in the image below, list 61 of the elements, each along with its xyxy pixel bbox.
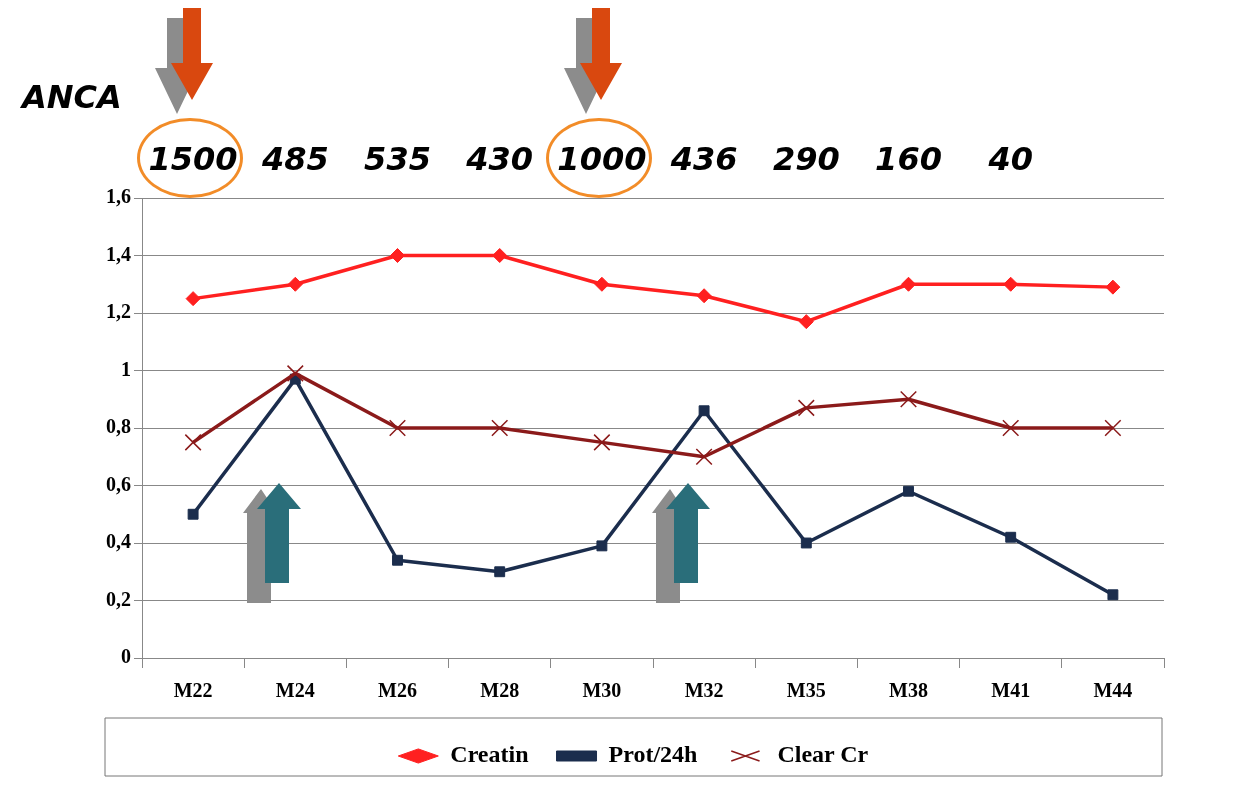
y-tick-label: 0,4: [106, 530, 131, 553]
x-tick-label: M26: [378, 679, 417, 702]
x-tick-label: M24: [275, 679, 315, 702]
text: 430: [465, 140, 534, 179]
x-tick-label: M32: [684, 679, 724, 702]
x-tick-label: M44: [1093, 679, 1133, 702]
x-tick-label: M22: [173, 679, 213, 702]
point: [491, 419, 509, 437]
text: 1000: [557, 140, 647, 179]
y-tick-label: 1,2: [106, 300, 131, 323]
point: [800, 537, 812, 549]
x-tick-label: M38: [889, 679, 928, 702]
x-tick-label: M28: [480, 679, 520, 702]
text: 160: [875, 140, 942, 179]
point: [287, 276, 303, 292]
y-tick-label: 1: [121, 357, 131, 380]
text: 436: [669, 140, 738, 179]
x-tick-label: M35: [786, 679, 826, 702]
text: 535: [364, 140, 431, 179]
text: 1500: [148, 140, 238, 179]
text: 485: [260, 140, 329, 179]
point: [1002, 419, 1020, 437]
point: [184, 433, 202, 451]
point: [698, 405, 710, 417]
point: [695, 448, 713, 466]
point: [1105, 279, 1121, 295]
point: [1107, 589, 1119, 601]
text: 290: [772, 140, 840, 179]
point: [492, 248, 508, 263]
point: [901, 276, 916, 292]
point: [903, 485, 914, 497]
y-tick-label: 0: [121, 645, 131, 668]
point: [187, 508, 199, 520]
point: [1005, 531, 1017, 543]
point: [494, 566, 506, 578]
legend-label: Prot/24h: [608, 741, 698, 768]
legend-label: Clear Cr: [777, 741, 869, 768]
legend-label: Creatin: [450, 741, 529, 768]
point: [596, 540, 608, 552]
point: [390, 248, 405, 263]
y-tick-label: 0,6: [106, 472, 131, 495]
point: [899, 390, 918, 408]
point: [286, 364, 304, 382]
point: [392, 554, 403, 566]
text: ANCA: [19, 78, 122, 117]
x-tick-label: M41: [991, 679, 1031, 702]
point: [797, 399, 815, 417]
x-tick-label: M30: [582, 679, 622, 702]
y-tick-label: 1,6: [106, 185, 131, 208]
point: [185, 291, 201, 307]
y-tick-label: 0,8: [106, 415, 131, 438]
point: [1104, 419, 1122, 437]
point: [1003, 276, 1019, 292]
point: [696, 288, 712, 304]
y-tick-label: 0,2: [106, 587, 131, 610]
text: 40: [987, 140, 1033, 179]
point: [593, 433, 611, 451]
point: [594, 276, 610, 292]
y-tick-label: 1,4: [106, 242, 131, 265]
point: [388, 419, 407, 437]
point: [798, 314, 814, 330]
